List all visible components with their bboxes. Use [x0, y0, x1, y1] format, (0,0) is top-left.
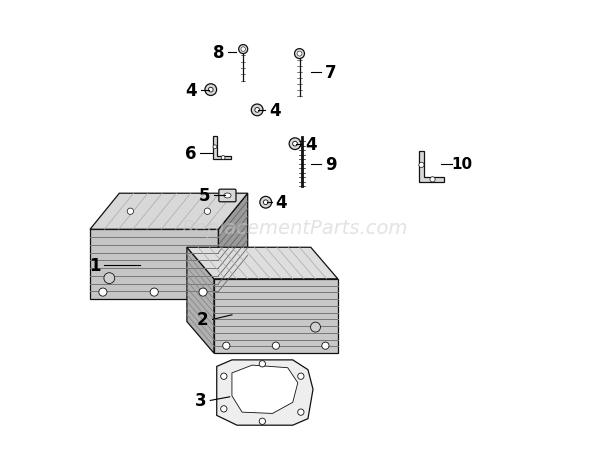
Circle shape — [199, 288, 207, 297]
Circle shape — [255, 108, 260, 113]
Text: 9: 9 — [325, 156, 337, 173]
Circle shape — [297, 52, 302, 57]
Circle shape — [150, 288, 158, 297]
Circle shape — [208, 88, 213, 93]
Text: 5: 5 — [198, 187, 210, 205]
Circle shape — [322, 342, 329, 349]
Circle shape — [430, 177, 435, 182]
Polygon shape — [419, 152, 444, 182]
Text: ReplacementParts.com: ReplacementParts.com — [182, 218, 408, 237]
Circle shape — [259, 418, 266, 425]
Circle shape — [99, 288, 107, 297]
Circle shape — [259, 361, 266, 367]
Circle shape — [222, 342, 230, 349]
Circle shape — [251, 105, 263, 116]
Circle shape — [310, 323, 320, 332]
Text: 4: 4 — [305, 136, 317, 153]
Polygon shape — [217, 360, 313, 425]
Text: 8: 8 — [212, 44, 224, 62]
Text: 7: 7 — [325, 64, 337, 82]
Polygon shape — [232, 365, 298, 414]
Circle shape — [298, 373, 304, 379]
Text: 4: 4 — [269, 101, 280, 120]
Circle shape — [213, 146, 217, 149]
Text: 2: 2 — [197, 311, 208, 329]
Polygon shape — [218, 194, 248, 299]
Circle shape — [419, 163, 424, 168]
Circle shape — [294, 50, 304, 60]
Polygon shape — [214, 279, 338, 354]
Text: 4: 4 — [186, 81, 197, 99]
Circle shape — [289, 138, 301, 150]
Polygon shape — [90, 194, 248, 230]
Circle shape — [204, 209, 211, 215]
Ellipse shape — [224, 193, 231, 198]
Circle shape — [221, 406, 227, 412]
Circle shape — [221, 156, 225, 160]
Circle shape — [298, 409, 304, 415]
Circle shape — [263, 201, 268, 205]
Polygon shape — [90, 230, 218, 299]
Circle shape — [205, 85, 217, 96]
Text: 1: 1 — [89, 257, 100, 275]
Circle shape — [293, 142, 297, 147]
Polygon shape — [187, 248, 338, 279]
Text: 3: 3 — [195, 392, 206, 410]
Circle shape — [127, 209, 133, 215]
Polygon shape — [213, 137, 231, 160]
Circle shape — [104, 273, 114, 284]
Circle shape — [260, 197, 271, 209]
Circle shape — [221, 373, 227, 379]
Text: 4: 4 — [276, 194, 287, 212]
Circle shape — [272, 342, 280, 349]
Text: 10: 10 — [451, 157, 472, 172]
Circle shape — [241, 48, 245, 52]
Text: 6: 6 — [185, 144, 196, 162]
Circle shape — [239, 46, 248, 55]
FancyBboxPatch shape — [219, 190, 236, 202]
Polygon shape — [187, 248, 214, 354]
